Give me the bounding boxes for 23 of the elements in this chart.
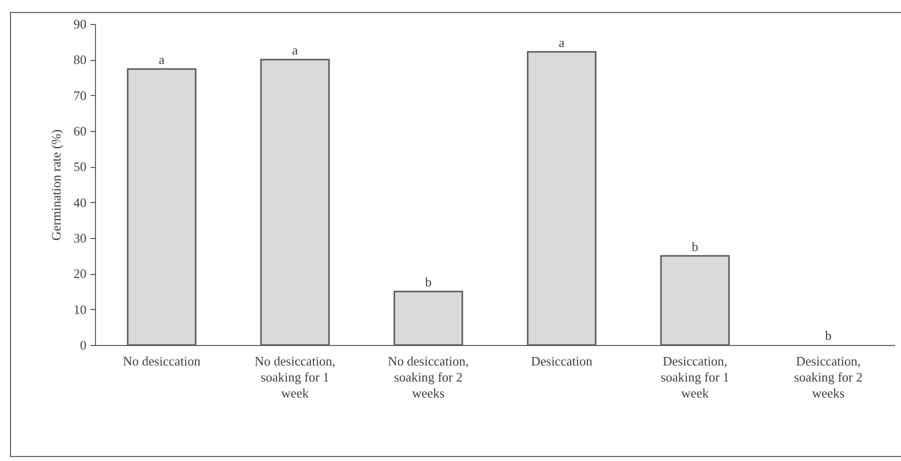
- y-tick-label: 60: [74, 124, 86, 138]
- x-tick-label: No desiccation: [122, 354, 201, 368]
- annotation: b: [825, 328, 832, 343]
- x-tick-label: Desiccation: [530, 354, 593, 368]
- y-tick-label: 80: [74, 52, 86, 68]
- x-tick-label: Desiccation, soaking for 2 weeks: [794, 354, 863, 400]
- annotation: a: [158, 52, 165, 67]
- y-tick-label: 90: [74, 16, 86, 32]
- y-tick-label: 10: [74, 302, 86, 317]
- annotation: b: [692, 238, 698, 254]
- x-tick-label: Desiccation, soaking for 1 week: [660, 354, 730, 400]
- x-tick-label: No desiccation, soaking for 2 weeks: [388, 354, 469, 400]
- x-tick-label: No desiccation, soaking for 1 week: [254, 354, 336, 400]
- y-tick-label: 40: [74, 194, 86, 210]
- y-tick-label: 30: [74, 230, 86, 246]
- y-tick-label: 70: [74, 88, 86, 103]
- y-tick-label: 20: [74, 266, 86, 282]
- y-axis-title: Germination rate (%): [48, 129, 64, 241]
- annotation: a: [558, 34, 565, 50]
- annotation: a: [292, 42, 298, 58]
- y-tick-label: 50: [74, 159, 86, 174]
- annotation: b: [425, 274, 432, 290]
- y-tick-label: 0: [80, 338, 86, 352]
